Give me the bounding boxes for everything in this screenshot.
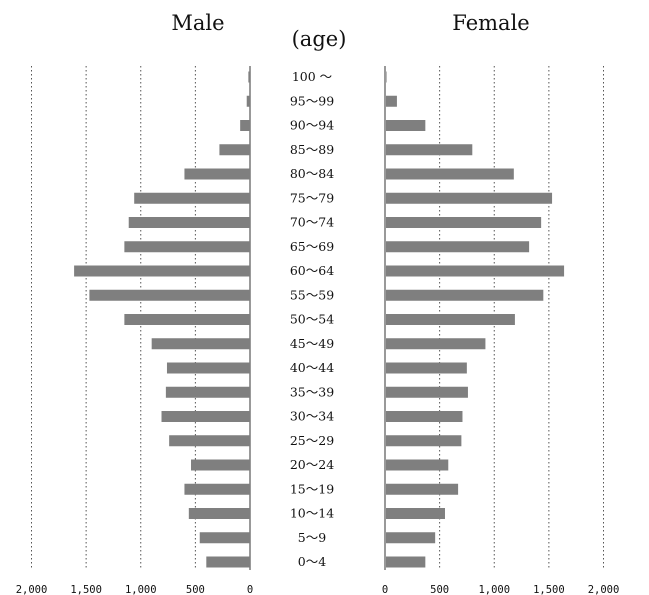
age-category-label: 80～84 — [290, 166, 334, 181]
male-tick-label: 0 — [247, 584, 253, 595]
male-bar — [248, 71, 250, 83]
female-bar — [386, 362, 467, 374]
female-bar — [386, 217, 542, 228]
female-tick-label: 500 — [430, 584, 449, 595]
male-tick-label: 1,500 — [70, 584, 102, 595]
age-category-label: 100 ～ — [292, 69, 332, 84]
female-bar — [386, 192, 553, 204]
female-bar — [386, 338, 486, 350]
male-bar — [184, 168, 250, 180]
age-category-label: 60～64 — [290, 263, 334, 278]
age-category-label: 90～94 — [290, 118, 334, 133]
age-category-label: 95～99 — [290, 93, 334, 108]
male-bar — [240, 120, 250, 131]
age-category-label: 65～69 — [290, 239, 334, 254]
age-category-label: 0～4 — [298, 554, 326, 569]
female-bar — [386, 411, 463, 422]
female-bar — [386, 532, 436, 544]
female-bar — [386, 483, 459, 495]
age-category-label: 5～9 — [298, 530, 326, 545]
male-panel: 2,000 1,500 1,000 500 0 — [16, 66, 253, 595]
female-bar — [386, 120, 426, 131]
female-bars — [386, 71, 565, 568]
age-category-label: 45～49 — [290, 336, 334, 351]
male-bar — [74, 265, 250, 277]
male-bar — [124, 241, 250, 253]
male-tick-label: 2,000 — [16, 584, 48, 595]
male-bar — [169, 435, 250, 447]
age-category-label: 85～89 — [290, 142, 334, 157]
female-bar — [386, 556, 426, 568]
age-category-label: 40～44 — [290, 360, 334, 375]
male-bar — [165, 386, 250, 398]
female-tick-label: 2,000 — [588, 584, 620, 595]
age-category-label: 50～54 — [290, 312, 334, 327]
female-bar — [386, 168, 514, 180]
male-bar — [191, 459, 250, 471]
female-tick-label: 0 — [382, 584, 388, 595]
age-category-label: 70～74 — [290, 215, 334, 230]
age-category-label: 15～19 — [290, 481, 334, 496]
male-bar — [89, 289, 250, 301]
male-bar — [161, 411, 250, 422]
female-series-title: Female — [452, 11, 529, 35]
female-tick-label: 1,500 — [533, 584, 565, 595]
age-category-label: 30～34 — [290, 409, 334, 424]
male-bar — [151, 338, 250, 350]
male-bar — [134, 192, 250, 204]
female-bar — [386, 386, 468, 398]
age-category-label: 55～59 — [290, 287, 334, 302]
male-series-title: Male — [171, 11, 224, 35]
male-tick-labels: 2,000 1,500 1,000 500 0 — [16, 584, 253, 595]
male-bar — [246, 95, 250, 107]
female-bar — [386, 95, 397, 107]
male-bars — [74, 71, 250, 568]
age-category-label: 35～39 — [290, 384, 334, 399]
male-bar — [124, 314, 250, 325]
female-bar — [386, 508, 445, 519]
female-bar — [386, 459, 449, 471]
female-bar — [386, 314, 515, 325]
age-category-label: 25～29 — [290, 433, 334, 448]
age-category-label: 10～14 — [290, 506, 334, 521]
female-bar — [386, 71, 387, 83]
age-category-label: 20～24 — [290, 457, 334, 472]
male-bar — [219, 144, 250, 156]
age-category-labels: 100 ～ 95～99 90～94 85～89 80～84 75～79 70～74 65～69… — [290, 69, 334, 569]
male-bar — [199, 532, 250, 544]
female-bar — [386, 241, 530, 253]
male-bar — [166, 362, 250, 374]
female-bar — [386, 265, 565, 277]
male-tick-label: 1,000 — [125, 584, 157, 595]
female-bar — [386, 144, 473, 156]
male-bar — [184, 483, 250, 495]
age-category-label: 75～79 — [290, 190, 334, 205]
female-bar — [386, 289, 544, 301]
female-bar — [386, 435, 462, 447]
male-bar — [128, 217, 250, 228]
male-tick-label: 500 — [186, 584, 205, 595]
female-tick-label: 1,000 — [478, 584, 510, 595]
male-bar — [206, 556, 250, 568]
chart-title-area: Male (age) Female — [171, 11, 529, 51]
age-axis-title: (age) — [292, 27, 347, 51]
female-panel: 0 500 1,000 1,500 2,000 — [382, 66, 619, 595]
female-tick-labels: 0 500 1,000 1,500 2,000 — [382, 584, 619, 595]
male-bar — [188, 508, 250, 519]
